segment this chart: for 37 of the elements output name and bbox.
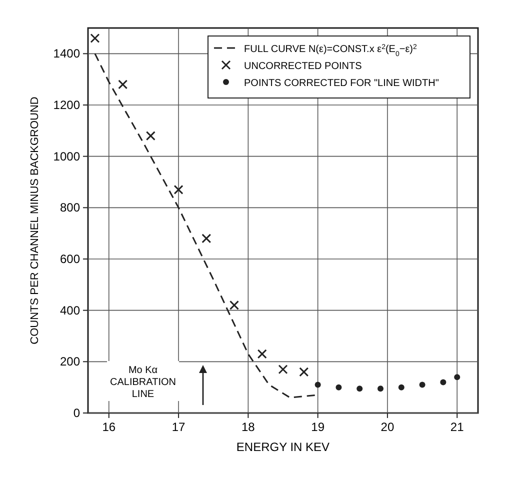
point: [314, 382, 321, 388]
x-tick-label: 18: [242, 420, 256, 434]
legend-label: FULL CURVE N(ε)=CONST.x ε$^{2}$(E$_{0}$−ε)$^{2}$: [244, 44, 418, 58]
point: [356, 386, 363, 392]
point: [202, 234, 212, 244]
point: [230, 300, 239, 310]
y-tick-label: 400: [60, 303, 80, 318]
x-tick-label: 21: [450, 420, 464, 434]
point: [118, 80, 128, 90]
y-tick-label: 800: [60, 200, 80, 215]
point: [257, 349, 267, 359]
point: [419, 382, 426, 388]
y-tick-label: 1200: [53, 98, 80, 112]
y-tick-label: 0: [73, 406, 80, 420]
point: [146, 131, 156, 141]
legend-label: POINTS CORRECTED FOR "LINE WIDTH": [244, 78, 440, 89]
point: [440, 379, 446, 386]
y-axis-title: COUNTS PER CHANNEL MINUS BACKGROUND: [29, 96, 41, 344]
point: [336, 384, 342, 390]
y-tick-label: 1000: [53, 149, 80, 164]
point: [278, 364, 288, 374]
x-tick-label: 20: [380, 420, 394, 434]
point: [378, 386, 384, 392]
y-tick-label: 600: [60, 252, 80, 266]
legend-label: UNCORRECTED POINTS: [244, 61, 362, 72]
point: [454, 374, 460, 380]
x-tick-label: 16: [102, 420, 116, 434]
x-tick-label: 19: [311, 420, 325, 434]
point: [299, 367, 309, 377]
x-axis-title: ENERGY IN KEV: [236, 440, 330, 454]
y-tick-label: 1400: [53, 46, 80, 61]
annotation: Mo Kα CALIBRATION LINE: [110, 365, 176, 400]
point: [90, 34, 100, 44]
point: [174, 184, 184, 194]
x-tick-label: 17: [172, 420, 186, 434]
y-tick-label: 200: [60, 354, 80, 369]
point: [398, 384, 404, 390]
